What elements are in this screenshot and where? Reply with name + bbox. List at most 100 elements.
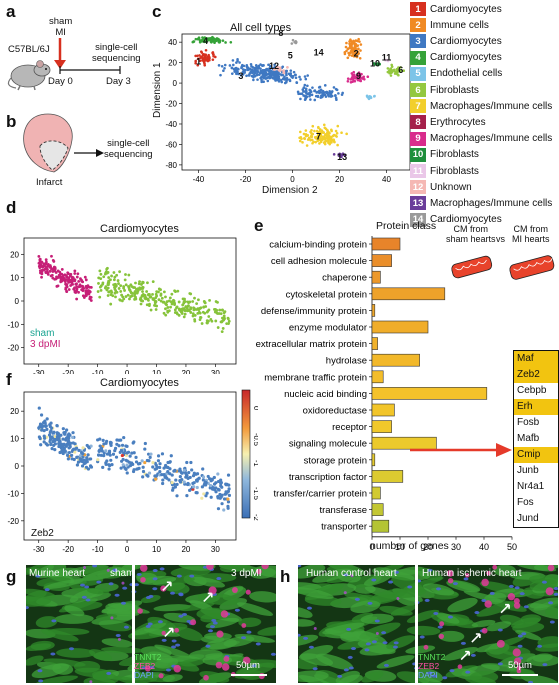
myofiber [89,649,112,661]
expression-cell [86,453,90,457]
expression-cell [104,441,108,445]
nucleus [152,577,158,581]
sham-cell [181,297,185,301]
tsne-point [270,70,273,74]
tsne-point [316,135,319,139]
myofiber [298,607,313,618]
mi-cell [60,267,64,271]
zeb2-nucleus [457,664,463,670]
sham-cell [99,272,103,276]
cluster-label: 3 [238,71,243,81]
expression-cell [212,482,217,486]
expression-cell [201,475,206,479]
tsne-point [341,152,345,156]
sham-cell [198,306,202,310]
myofiber [219,565,251,573]
nucleus [497,628,503,632]
tsne-point [329,135,332,139]
mi-cell [42,268,46,272]
tsne-point [267,63,270,67]
expression-cell [158,462,162,466]
sham-cell [159,299,163,303]
tsne-point [358,40,361,43]
tsne-point [260,80,263,84]
expression-cell [119,438,123,442]
tsne-point [285,76,289,80]
protein-class-bar-chart: calcium-binding protein cell adhesion mol… [256,236,517,550]
tsne-point [230,72,234,75]
mi-cell [37,254,41,258]
tsne-point [316,94,320,98]
expression-cell [76,460,81,464]
tsne-point [335,88,339,92]
sham-cell [175,306,178,310]
nucleus [436,587,442,591]
zeb2-nucleus [117,637,121,641]
myofiber [443,647,478,661]
expression-cell [55,435,59,439]
tsne-point [358,57,362,60]
mi-cell [53,277,57,281]
tsne-point [259,76,262,80]
tsne-point [302,86,306,89]
tsne-point [223,63,227,67]
tsne-point [212,40,215,43]
expression-cell [137,466,141,470]
bar [371,503,384,516]
sham-cell [168,296,172,300]
nucleus [365,642,371,646]
category-label: enzyme modulator [289,323,367,334]
sham-cell [195,308,199,311]
tsne-point [373,94,376,98]
myofiber [162,674,183,683]
expression-cell [191,481,195,485]
tsne-point [313,98,317,102]
tsne-point [318,85,322,89]
expression-cell [173,469,177,473]
sham-cell [127,273,131,277]
tsne-point [299,130,302,134]
sham-cell [175,311,179,315]
tsne-point [397,66,400,69]
myofiber [26,567,42,575]
legend-label: Cardiomyocytes [430,52,502,64]
nucleus [393,645,399,649]
tsne-point [332,86,336,89]
tsne-point [213,37,216,41]
sham-cell [139,299,143,303]
cluster-label: 2 [354,48,359,58]
tsne-point [237,72,240,76]
tsne-point [252,73,256,77]
bar [371,320,429,334]
day3-label: Day 3 [106,76,131,87]
sham-cell [227,319,231,323]
nucleus [517,644,523,648]
tsne-point [262,80,265,84]
tsne-point [334,129,338,133]
tsne-point [324,140,327,143]
expression-cell [97,449,101,453]
colorbar-tick-label: -0.5 [252,433,258,446]
tsne-point [241,68,245,71]
zeb2-nucleus [137,608,143,614]
tsne-point [304,87,308,91]
nucleus [481,599,487,603]
expression-cell [226,500,231,504]
expression-cell [107,467,111,471]
legend-swatch: 6 [410,83,426,98]
zeb2-nucleus [447,578,454,584]
zeb2-nucleus [206,565,214,570]
nucleus [44,588,50,592]
mi-cell [67,280,70,284]
murine-micrograph-image [26,565,276,683]
legend-item: 1 Cardiomyocytes [410,1,502,17]
nucleus [308,645,314,649]
tsne-point [388,69,391,72]
myofiber [134,672,158,683]
expression-cell [134,460,139,464]
legend-item: 14 Cardiomyocytes [410,212,502,228]
tsne-point [284,71,288,74]
legend-label: Macrophages/Immune cells [430,133,553,145]
expression-cell [192,485,196,489]
nucleus [171,639,177,643]
